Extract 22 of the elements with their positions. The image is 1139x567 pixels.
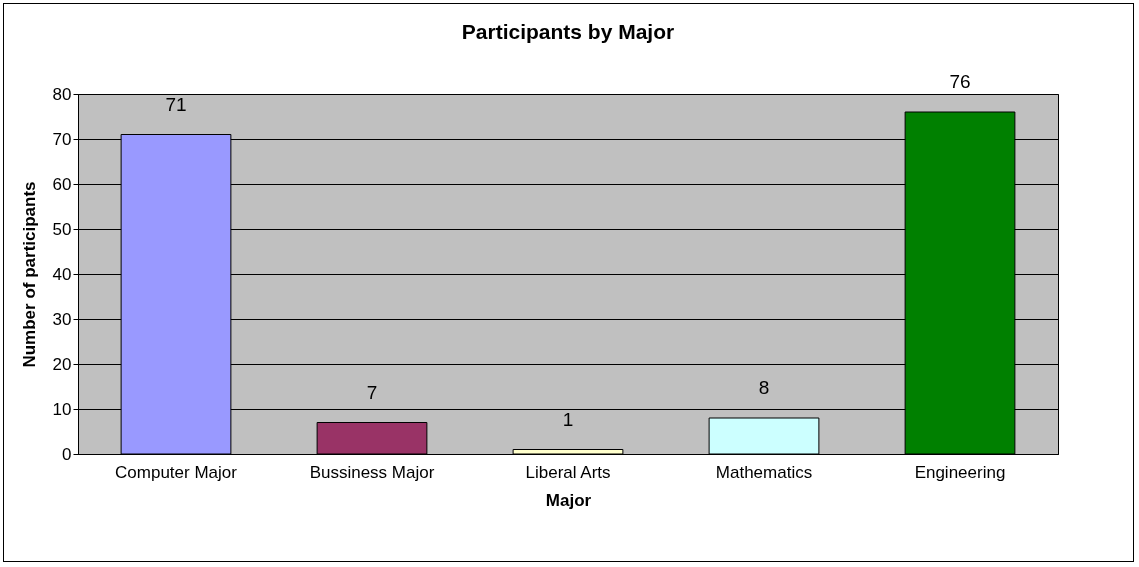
data-label: 8 [758,377,770,398]
x-tick-label: Mathematics [715,462,813,482]
y-tick-label: 70 [52,129,72,149]
chart-title: Participants by Major [461,20,675,43]
y-tick-label: 80 [52,84,72,104]
data-label: 76 [949,71,971,92]
y-tick-label: 50 [52,219,72,239]
x-tick-label: Liberal Arts [525,462,611,482]
x-tick-label: Bussiness Major [309,462,435,482]
data-label: 7 [366,381,378,403]
y-tick-label: 10 [52,399,72,419]
y-axis-title: Number of participants [19,181,39,368]
y-tick-label: 60 [52,174,72,194]
data-label: 1 [562,408,574,430]
y-tick-label: 40 [52,264,72,284]
y-tick-label: 20 [52,354,72,374]
x-tick-label: Engineering [914,462,1006,482]
y-tick-label: 30 [52,309,72,329]
x-axis-title: Major [545,490,592,510]
x-tick-label: Computer Major [115,462,238,482]
data-label: 71 [165,93,187,115]
y-tick-label: 0 [62,444,72,464]
